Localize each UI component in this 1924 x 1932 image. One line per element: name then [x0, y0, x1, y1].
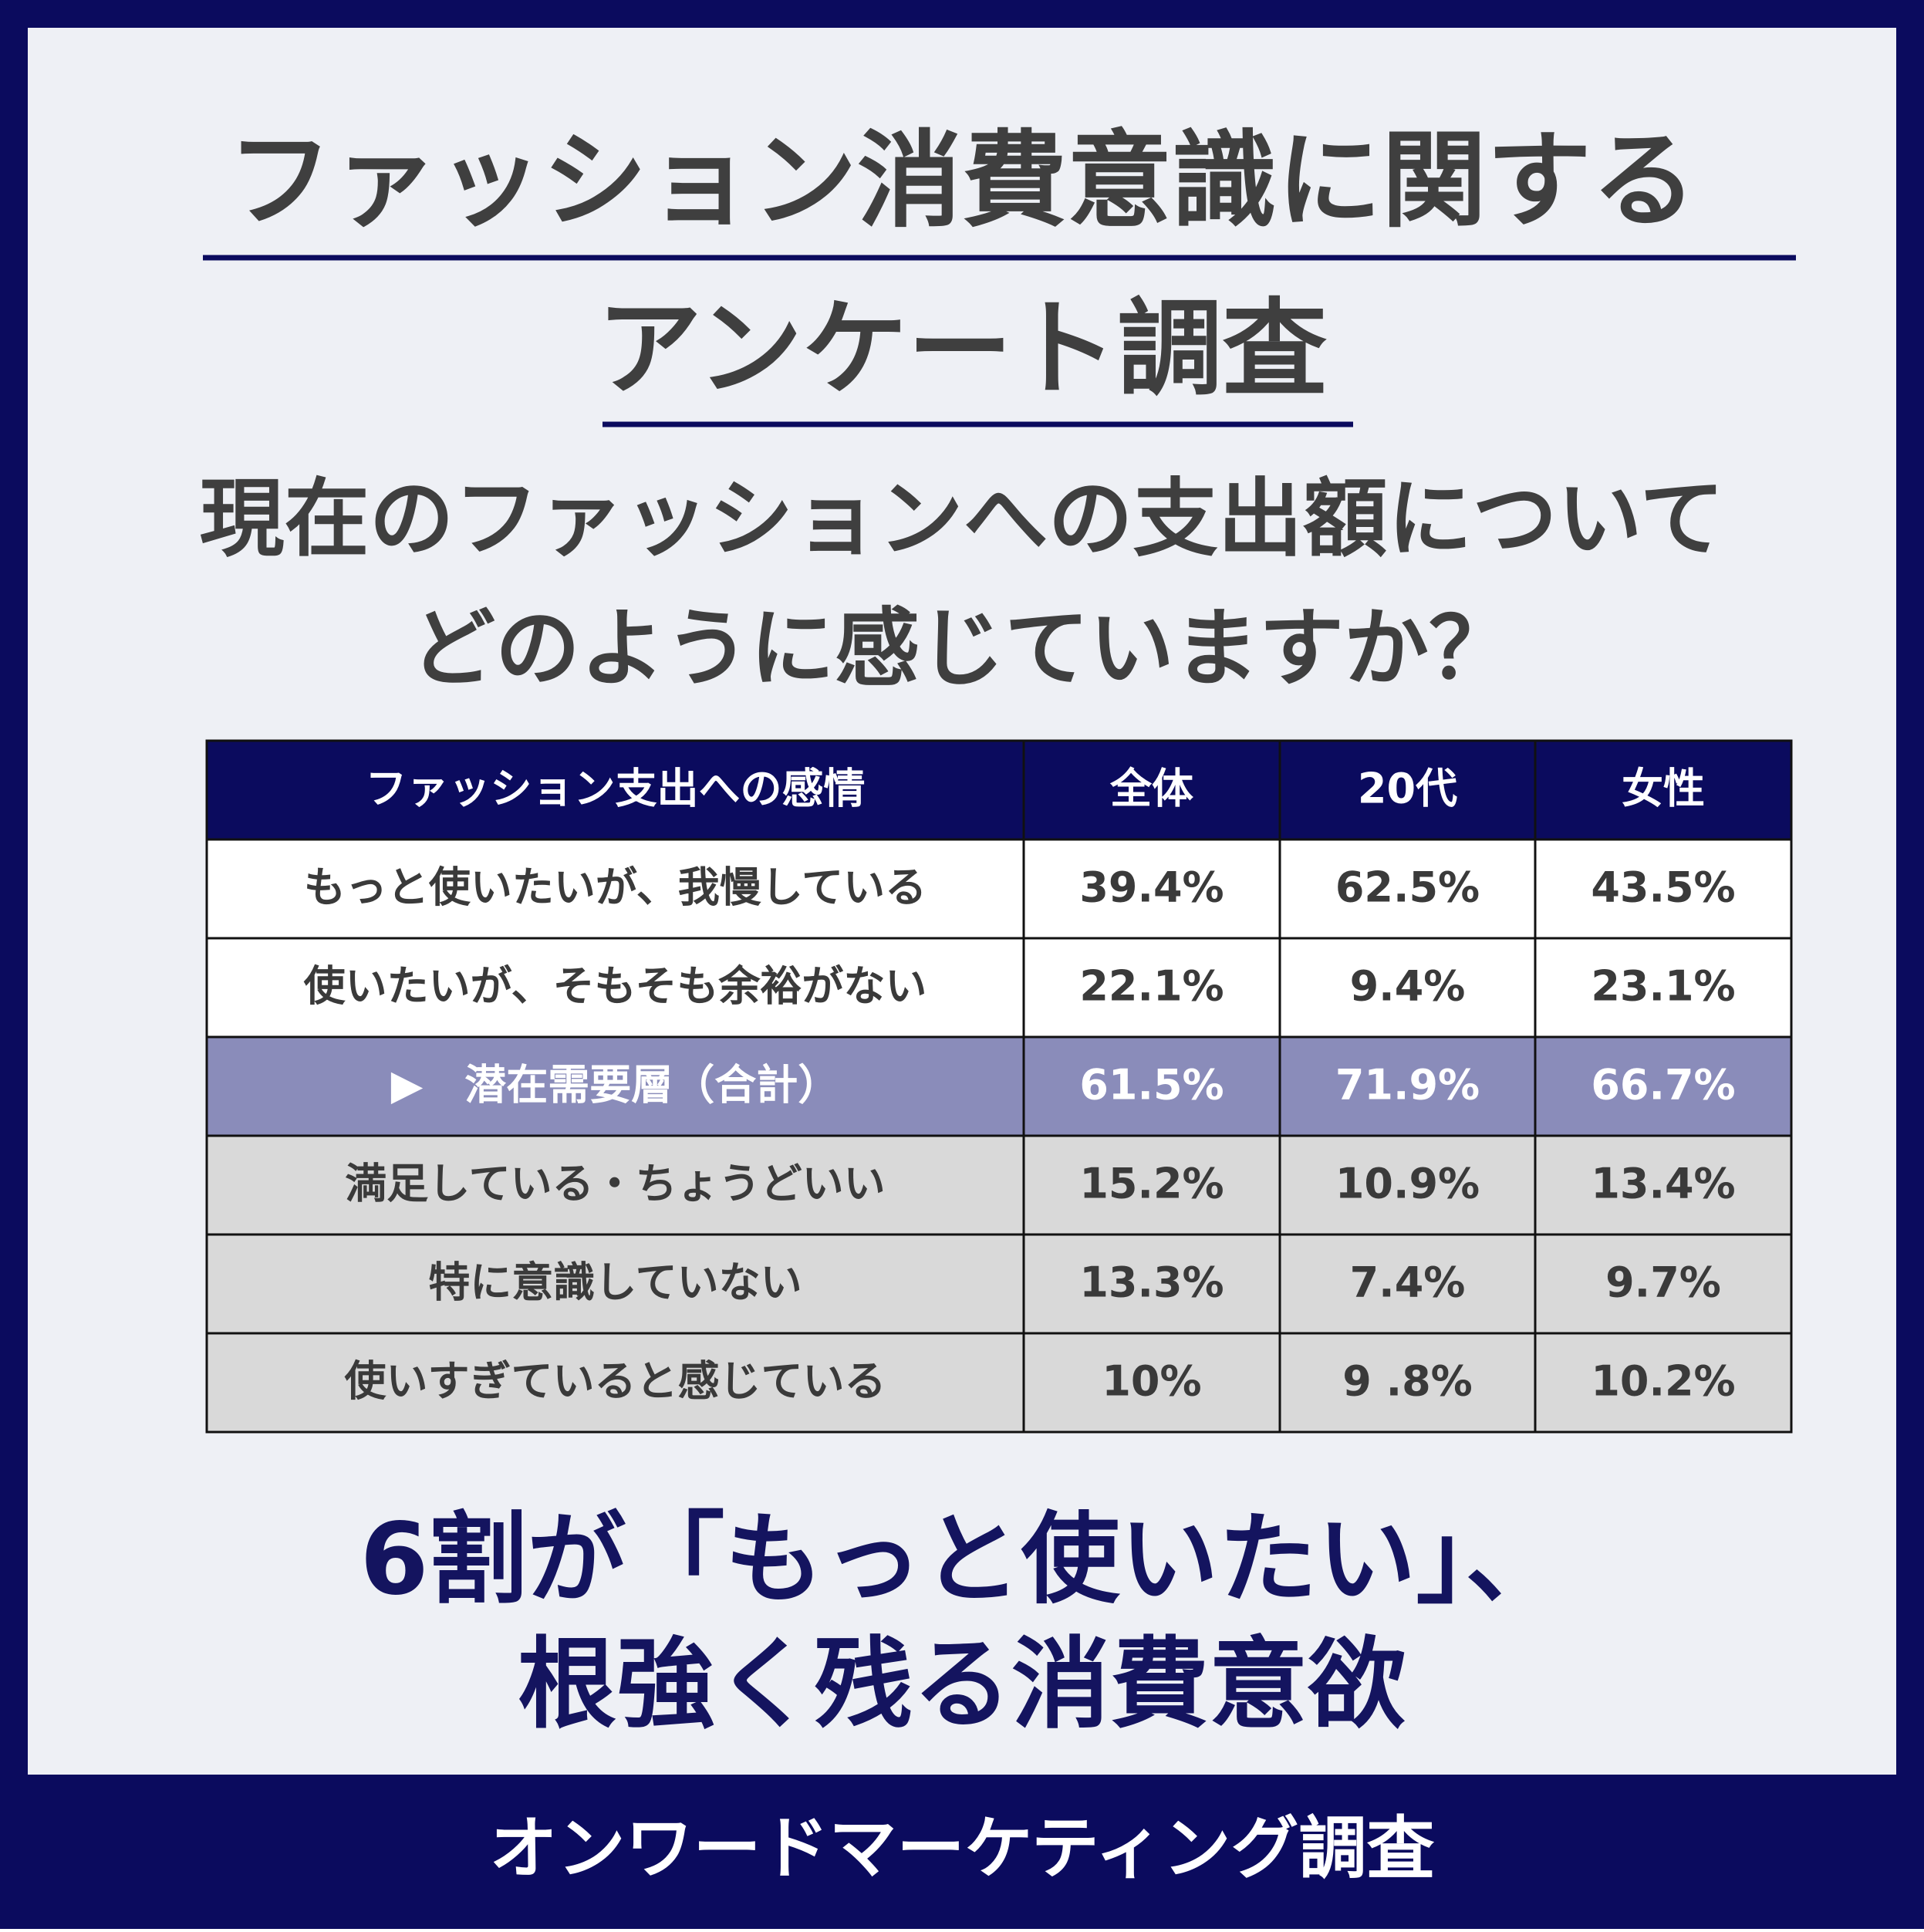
table-cell	[1022, 1134, 1281, 1236]
cell-text: 使いたいが、そもそも余裕がない	[304, 962, 927, 1011]
cell-text: 特に意識していない	[428, 1258, 802, 1307]
cell-text: 66.7%	[1591, 1061, 1735, 1110]
cell-text: 71.9%	[1335, 1061, 1480, 1110]
cell-text: 13.3%	[1079, 1258, 1224, 1307]
table-cell	[1534, 1035, 1793, 1137]
table-cell	[1022, 1035, 1281, 1137]
table-cell	[1022, 1332, 1281, 1434]
question-line: 現在のファッションへの支出額について	[200, 469, 1725, 568]
cell-text: 20代	[1358, 765, 1457, 813]
question-line: どのように感じていますか？	[410, 599, 1514, 697]
table-cell	[205, 739, 1025, 841]
cell-text: 23.1%	[1591, 962, 1735, 1011]
cell-text: ▶ 潜在需要層（合計）	[391, 1061, 840, 1110]
table-cell	[1534, 739, 1793, 841]
table-cell	[1278, 838, 1537, 940]
table-cell	[1534, 937, 1793, 1039]
cell-text: 43.5%	[1591, 863, 1735, 912]
footer-text: オンワードマーケティング調査	[490, 1809, 1435, 1888]
cell-text: もっと使いたいが、我慢している	[304, 863, 927, 912]
cell-text: 使いすぎていると感じている	[345, 1357, 886, 1406]
table-cell	[1278, 1233, 1537, 1335]
table-cell	[1534, 1134, 1793, 1236]
table-cell	[205, 1332, 1025, 1434]
table-cell	[1534, 1332, 1793, 1434]
table-cell	[1278, 1134, 1537, 1236]
cell-text: 15.2%	[1079, 1160, 1224, 1208]
table-cell	[1534, 838, 1793, 940]
cell-text: 13.4%	[1591, 1160, 1735, 1208]
cell-text: 全体	[1109, 765, 1193, 813]
title-line: アンケート調査	[597, 289, 1328, 410]
cell-text: 9.4%	[1350, 962, 1466, 1011]
cell-text: 9 .8%	[1342, 1357, 1473, 1406]
conclusion-line: 6割が「もっと使いたい」、	[359, 1502, 1564, 1617]
cell-text: 39.4%	[1079, 863, 1224, 912]
cell-text: 7.4%	[1350, 1258, 1466, 1307]
cell-text: 満足している・ちょうどいい	[345, 1160, 885, 1208]
title-line: ファッション消費意識に関する	[228, 120, 1696, 242]
table-cell	[205, 1233, 1025, 1335]
cell-text: 61.5%	[1079, 1061, 1224, 1110]
cell-text: 10%	[1102, 1357, 1201, 1406]
cell-text: 10.9%	[1335, 1160, 1480, 1208]
cell-text: 女性	[1622, 765, 1705, 813]
cell-text: 22.1%	[1079, 962, 1224, 1011]
table-cell	[1278, 1035, 1537, 1137]
cell-text: ファッション支出への感情	[366, 765, 866, 813]
conclusion-line: 根強く残る消費意欲	[518, 1627, 1406, 1742]
table-cell	[205, 1134, 1025, 1236]
cell-text: 62.5%	[1335, 863, 1480, 912]
table-cell	[1278, 937, 1537, 1039]
table-cell	[1022, 838, 1281, 940]
cell-text: 10.2%	[1591, 1357, 1735, 1406]
table-cell	[1278, 1332, 1537, 1434]
cell-text: 9.7%	[1605, 1258, 1721, 1307]
